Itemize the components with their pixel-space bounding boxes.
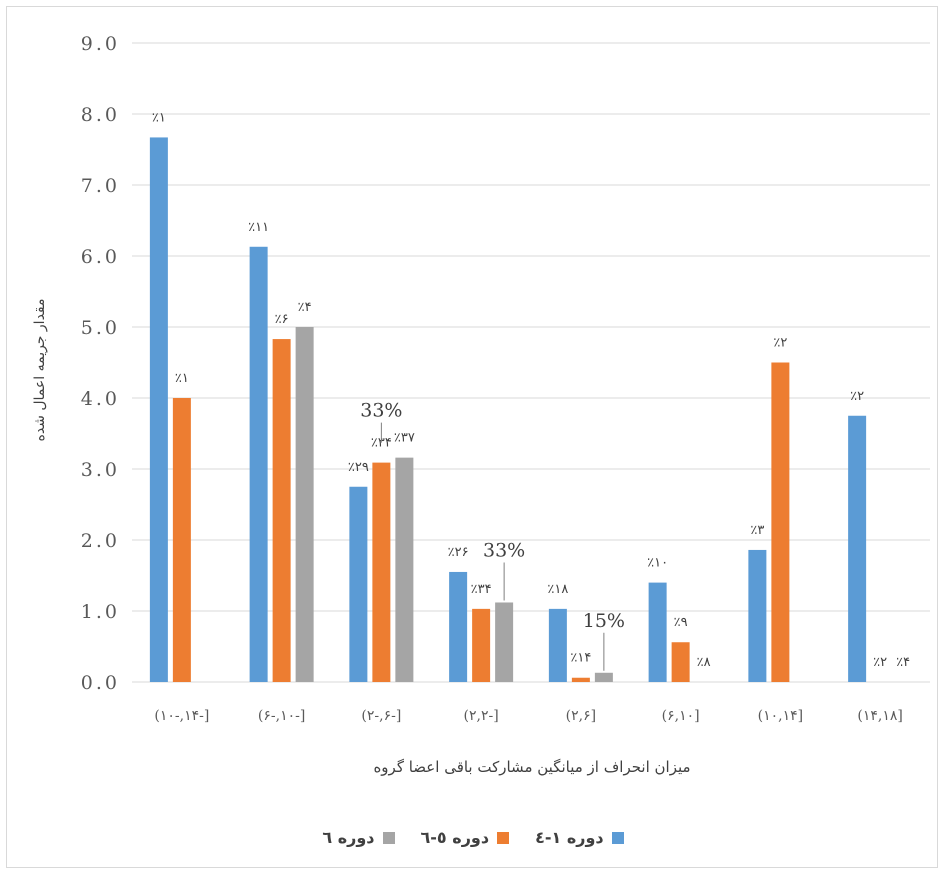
bar xyxy=(671,642,690,682)
y-tick-label: 5.0 xyxy=(81,317,120,339)
bar xyxy=(349,486,368,682)
x-tick-label: [۲,۶) xyxy=(566,708,596,724)
data-label: ٪۸ xyxy=(697,655,711,670)
bar xyxy=(571,677,590,682)
bar xyxy=(172,398,191,682)
bars xyxy=(149,137,867,682)
data-label: ٪۱۸ xyxy=(547,582,568,597)
y-tick-label: 4.0 xyxy=(81,388,120,410)
data-label: ٪۱۴ xyxy=(570,651,591,666)
data-label: ٪۲ xyxy=(873,655,887,670)
y-tick-label: 1.0 xyxy=(81,601,120,623)
y-tick-label: 2.0 xyxy=(81,530,120,552)
data-label: ٪۲۶ xyxy=(448,545,469,560)
x-tick-label: [-۱۴,-۱۰) xyxy=(154,708,209,724)
x-tick-label: [۱۴,۱۸) xyxy=(857,708,902,724)
data-label: ٪۱ xyxy=(152,110,166,125)
bar xyxy=(648,582,667,682)
x-tick-label: [۶,۱۰) xyxy=(662,708,700,724)
bar xyxy=(272,339,291,682)
legend-swatch-blue xyxy=(611,831,624,844)
callout-label: 33% xyxy=(360,400,402,422)
data-label: ٪۲ xyxy=(850,389,864,404)
legend-label: دوره ۱-٤ xyxy=(535,828,604,847)
bar xyxy=(372,462,391,682)
data-label: ٪۹ xyxy=(674,615,688,630)
x-tick-label: [-۶,-۲) xyxy=(361,708,401,724)
legend: دوره ۱-٤ دوره ٥-٦ دوره ٦ xyxy=(0,828,946,847)
data-label: ٪۱۱ xyxy=(248,220,269,235)
data-label: ٪۳۴ xyxy=(471,582,492,597)
y-tick-label: 7.0 xyxy=(81,175,120,197)
bar xyxy=(495,602,514,682)
legend-swatch-gray xyxy=(382,831,395,844)
bar xyxy=(548,608,567,682)
y-tick-label: 6.0 xyxy=(81,246,120,268)
data-labels: ٪۱ ٪۱۱ ٪۲۹ ٪۲۶ ٪۱۸ ٪۱۰ ٪۳ ٪۲ ٪۱ ٪۶ ٪۳۴ ٪۳۴ ٪۱۴ ٪۹ ٪۲ ٪۲… xyxy=(152,110,910,671)
data-label: 33% xyxy=(483,539,525,561)
data-label: ٪۱ xyxy=(175,371,189,386)
y-tick-label: 0.0 xyxy=(81,672,120,694)
y-tick-label: 3.0 xyxy=(81,459,120,481)
data-label: ٪۳۷ xyxy=(394,431,415,446)
data-label: ٪۱۰ xyxy=(647,556,668,571)
axes: 0.0 1.0 2.0 3.0 4.0 5.0 6.0 7.0 8.0 9.0 [-۱۴,-۱۰) [… xyxy=(81,33,903,724)
x-tick-label: [-۲,۲) xyxy=(464,708,499,724)
data-label: ٪۶ xyxy=(275,312,289,327)
bar xyxy=(449,571,468,682)
x-tick-label: [۱۰,۱۴) xyxy=(758,708,803,724)
legend-swatch-orange xyxy=(497,831,510,844)
bar xyxy=(848,415,867,682)
legend-label: دوره ٥-٦ xyxy=(420,828,490,847)
y-tick-label: 9.0 xyxy=(81,33,120,55)
bar xyxy=(249,246,268,682)
bar xyxy=(472,608,491,682)
data-label: ٪۴ xyxy=(896,655,910,670)
data-label: 15% xyxy=(583,610,625,632)
legend-item-series-1: دوره ۱-٤ xyxy=(535,828,624,847)
legend-item-series-2: دوره ٥-٦ xyxy=(421,828,510,847)
bar xyxy=(295,327,314,682)
bar xyxy=(748,549,767,682)
bar xyxy=(771,362,790,682)
bar xyxy=(594,672,613,682)
data-label: ٪۲ xyxy=(773,336,787,351)
x-tick-label: [-۱۰,-۶) xyxy=(258,708,305,724)
legend-label: دوره ٦ xyxy=(322,828,375,847)
y-tick-label: 8.0 xyxy=(81,104,120,126)
data-label: ٪۳ xyxy=(750,523,764,538)
data-label: ٪۳۴ xyxy=(371,436,392,451)
bar xyxy=(149,137,168,682)
x-axis-title: میزان انحراف از میانگین مشارکت باقی اعضا… xyxy=(373,758,690,776)
data-label: ٪۴ xyxy=(298,300,312,315)
y-axis-title: مقدار جریمه اعمال شده xyxy=(32,299,48,442)
legend-item-series-3: دوره ٦ xyxy=(322,828,395,847)
bar xyxy=(395,457,414,682)
data-label: ٪۲۹ xyxy=(348,460,369,475)
